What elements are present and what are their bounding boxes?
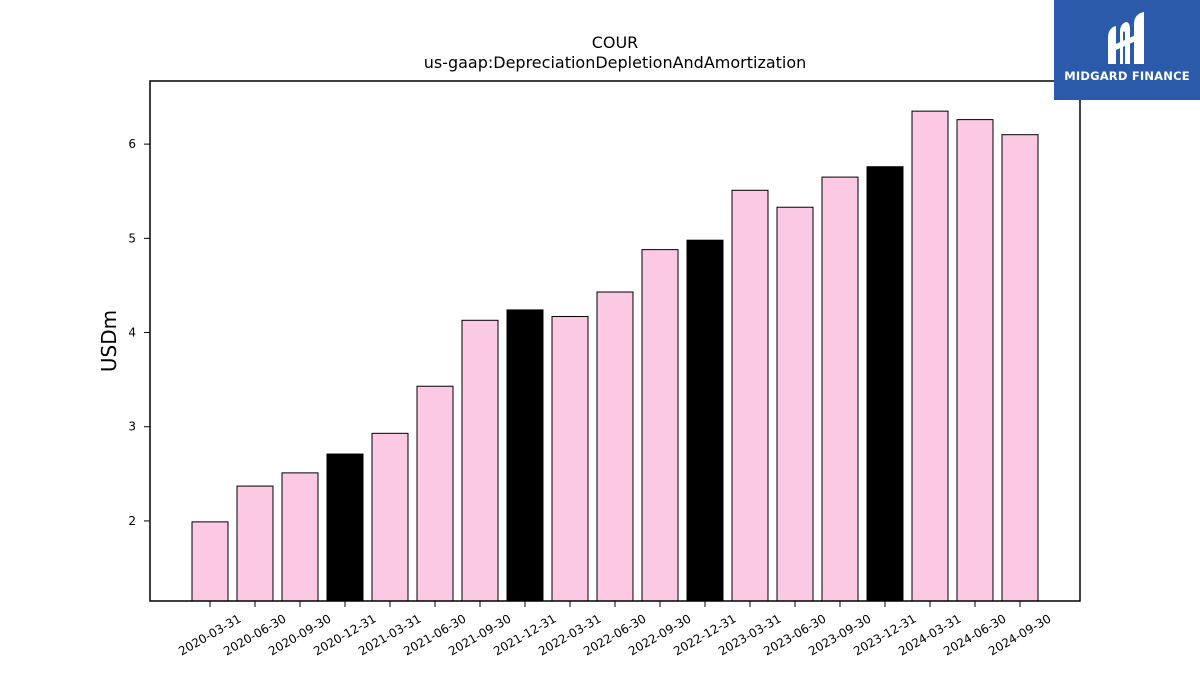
bar-2024-06-30 bbox=[956, 119, 994, 602]
bar-2023-12-31 bbox=[866, 166, 904, 602]
y-tick-label: 2 bbox=[128, 514, 136, 528]
y-axis-label: USDm bbox=[97, 310, 121, 372]
chart-title: COUR bbox=[592, 33, 639, 52]
bar-2021-09-30 bbox=[461, 319, 499, 602]
y-tick-label: 5 bbox=[128, 231, 136, 245]
bar-2022-03-31 bbox=[551, 316, 589, 602]
plot-frame bbox=[149, 80, 1081, 602]
bar-2020-06-30 bbox=[236, 485, 274, 602]
bar-2021-03-31 bbox=[371, 432, 409, 602]
bar-2024-03-31 bbox=[911, 110, 949, 602]
chart-subtitle: us-gaap:DepreciationDepletionAndAmortiza… bbox=[424, 53, 807, 72]
bar-2020-03-31 bbox=[191, 521, 229, 602]
midgard-logo-icon bbox=[1108, 12, 1144, 64]
y-ticks-group: 2 3 4 5 6 bbox=[128, 137, 150, 528]
bar-2022-12-31 bbox=[686, 239, 724, 602]
logo-text: MIDGARD FINANCE bbox=[1064, 69, 1190, 83]
bar-2021-06-30 bbox=[416, 385, 454, 602]
brand-logo: MIDGARD FINANCE bbox=[1054, 0, 1200, 100]
bar-2023-06-30 bbox=[776, 206, 814, 602]
bar-2023-09-30 bbox=[821, 176, 859, 602]
bar-2021-12-31 bbox=[506, 309, 544, 602]
bar-2024-09-30 bbox=[1001, 134, 1039, 602]
bar-2022-06-30 bbox=[596, 291, 634, 602]
bar-2022-09-30 bbox=[641, 249, 679, 602]
y-tick-label: 6 bbox=[128, 137, 136, 151]
y-tick-label: 4 bbox=[128, 326, 136, 340]
bar-2023-03-31 bbox=[731, 189, 769, 602]
bars-group bbox=[191, 110, 1039, 602]
bar-2020-12-31 bbox=[326, 453, 364, 602]
x-ticks-group: 2020-03-312020-06-302020-09-302020-12-31… bbox=[176, 601, 1054, 658]
bar-2020-09-30 bbox=[281, 472, 319, 602]
y-tick-label: 3 bbox=[128, 420, 136, 434]
